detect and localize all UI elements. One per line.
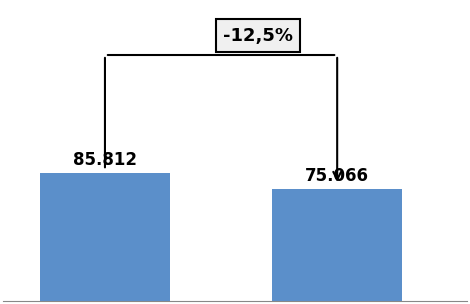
Text: 75.066: 75.066: [305, 167, 369, 185]
Bar: [40, 173, 170, 301]
Text: -12,5%: -12,5%: [223, 27, 293, 45]
Text: 85.812: 85.812: [73, 151, 137, 169]
Bar: [272, 189, 402, 301]
